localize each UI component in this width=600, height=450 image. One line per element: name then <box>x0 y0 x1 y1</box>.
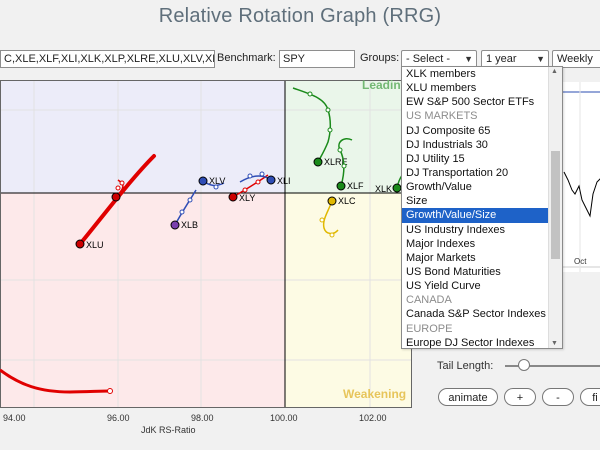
dropdown-option[interactable]: US Yield Curve <box>406 280 481 293</box>
dropdown-option[interactable]: US Bond Maturities <box>406 265 501 278</box>
symbols-input[interactable]: C,XLE,XLF,XLI,XLK,XLP,XLRE,XLU,XLV,XL <box>0 50 215 68</box>
dropdown-option[interactable]: DJ Utility 15 <box>406 152 465 165</box>
frequency-select-value: Weekly <box>557 53 593 65</box>
groups-label: Groups: <box>360 52 400 64</box>
weakening-label: Weakening <box>343 387 406 401</box>
frequency-select[interactable]: Weekly <box>552 50 600 68</box>
dropdown-option[interactable]: Growth/Value/Size <box>402 208 549 223</box>
dropdown-group-header: CANADA <box>406 294 452 307</box>
rrg-chart-svg: Leading Weakening XLU XLY <box>0 78 413 408</box>
page-title: Relative Rotation Graph (RRG) <box>158 5 442 27</box>
x-axis-label: JdK RS-Ratio <box>141 425 196 435</box>
xlk-label: XLK <box>375 184 392 194</box>
lagging-quadrant <box>0 193 285 408</box>
x-tick-94: 94.00 <box>3 413 26 423</box>
xlc-tail[interactable]: XLC <box>319 196 356 238</box>
scroll-up-icon[interactable]: ▲ <box>551 68 558 75</box>
zoom-in-button[interactable]: + <box>504 388 536 406</box>
xlb-label: XLB <box>181 220 198 230</box>
leading-label: Leading <box>362 80 408 92</box>
dropdown-option[interactable]: DJ Industrials 30 <box>406 138 488 151</box>
side-price-chart: Oct <box>561 82 600 272</box>
xli-label: XLI <box>277 176 291 186</box>
animate-button[interactable]: animate <box>438 388 498 406</box>
dropdown-group-header: EUROPE <box>406 322 453 335</box>
x-tick-98: 98.00 <box>191 413 214 423</box>
tail-length-slider-track[interactable] <box>505 365 600 367</box>
xlre-label: XLRE <box>324 157 348 167</box>
period-select-value: 1 year <box>486 53 517 65</box>
dropdown-scrollbar[interactable]: ▲ ▼ <box>548 67 562 348</box>
dropdown-option[interactable]: XLK members <box>406 68 476 80</box>
groups-select-value: - Select - <box>406 53 451 65</box>
dropdown-option[interactable]: Major Indexes <box>406 237 476 250</box>
improving-quadrant <box>0 80 285 193</box>
xlre-tail[interactable]: XLRE <box>292 87 348 167</box>
xlb-tail[interactable]: XLB <box>170 189 198 230</box>
weakening-quadrant <box>285 193 412 408</box>
tail-length-label: Tail Length: <box>437 360 494 372</box>
xlv-tail[interactable]: XLV <box>198 176 225 190</box>
zoom-out-button[interactable]: - <box>542 388 574 406</box>
xly-label: XLY <box>239 193 255 203</box>
groups-dropdown-items: XLK members XLU members EW S&P 500 Sector … <box>402 67 549 349</box>
tail-length-slider-handle[interactable] <box>518 359 530 371</box>
groups-dropdown-list[interactable]: XLK members XLU members EW S&P 500 Sector … <box>401 66 563 349</box>
groups-select[interactable]: - Select - ▼ <box>401 50 477 68</box>
side-chart-month-label: Oct <box>574 257 587 266</box>
scrollbar-thumb[interactable] <box>551 151 560 259</box>
dropdown-option[interactable]: EW S&P 500 Sector ETFs <box>406 96 535 109</box>
dropdown-option[interactable]: Major Markets <box>406 251 476 264</box>
xlf-label: XLF <box>347 181 364 191</box>
leading-quadrant <box>285 80 412 193</box>
dropdown-option[interactable]: Size <box>406 195 428 208</box>
dropdown-option[interactable]: Growth/Value <box>406 181 472 194</box>
rrg-chart[interactable]: Leading Weakening XLU XLY <box>0 78 413 408</box>
xlv-label: XLV <box>209 176 225 186</box>
red-long-tail[interactable] <box>0 368 113 394</box>
xli-tail[interactable]: XLI <box>239 171 291 186</box>
toolbar: C,XLE,XLF,XLI,XLK,XLP,XLRE,XLU,XLV,XL Be… <box>0 50 600 70</box>
dropdown-option[interactable]: US Industry Indexes <box>406 223 506 236</box>
chevron-down-icon: ▼ <box>536 54 545 64</box>
chevron-down-icon: ▼ <box>464 54 473 64</box>
grid <box>0 80 412 408</box>
dropdown-option[interactable]: Canada S&P Sector Indexes <box>406 308 546 321</box>
x-tick-96: 96.00 <box>107 413 130 423</box>
dropdown-option[interactable]: DJ Composite 65 <box>406 124 491 137</box>
xlc-label: XLC <box>338 196 356 206</box>
x-tick-100: 100.00 <box>270 413 298 423</box>
xlu-label: XLU <box>86 240 104 250</box>
benchmark-label: Benchmark: <box>217 52 276 64</box>
xlp-tail[interactable] <box>111 179 125 202</box>
fit-button[interactable]: fi <box>580 388 600 406</box>
dropdown-option[interactable]: DJ Transportation 20 <box>406 166 509 179</box>
dropdown-group-header: US MARKETS <box>406 110 478 123</box>
xlf-tail[interactable]: XLF <box>336 138 364 191</box>
dropdown-option[interactable]: Europe DJ Sector Indexes <box>406 336 535 349</box>
side-price-chart-svg: Oct <box>562 82 600 272</box>
benchmark-input[interactable]: SPY <box>279 50 355 68</box>
dropdown-option[interactable]: XLU members <box>406 82 477 95</box>
x-tick-102: 102.00 <box>359 413 387 423</box>
scroll-down-icon[interactable]: ▼ <box>551 340 558 347</box>
